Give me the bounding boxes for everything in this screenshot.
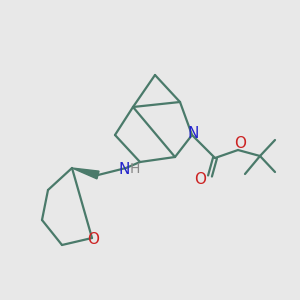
Text: N: N [187, 127, 199, 142]
Text: H: H [130, 162, 140, 176]
Text: O: O [234, 136, 246, 151]
Polygon shape [72, 168, 99, 179]
Text: O: O [87, 232, 99, 247]
Text: N: N [118, 161, 130, 176]
Text: O: O [194, 172, 206, 188]
